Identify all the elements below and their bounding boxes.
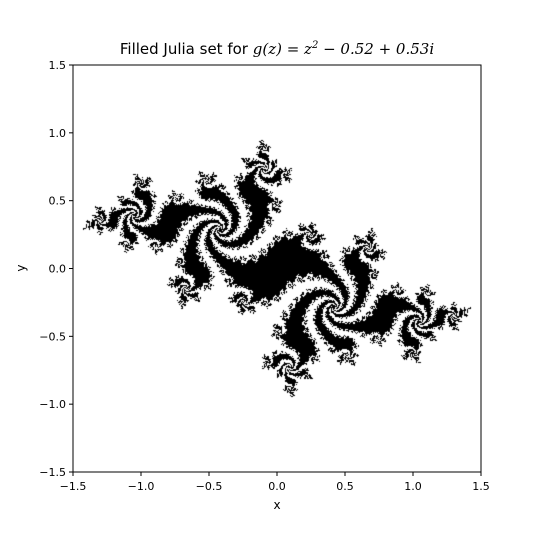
y-axis-label: y bbox=[14, 264, 28, 271]
y-tick-label: −1.5 bbox=[39, 466, 66, 479]
x-tick-label: 0.0 bbox=[268, 480, 286, 493]
y-tick-label: 1.5 bbox=[49, 59, 67, 72]
x-tick-label: 0.5 bbox=[336, 480, 354, 493]
y-tick-label: 0.5 bbox=[49, 195, 67, 208]
y-tick-label: −1.0 bbox=[39, 398, 66, 411]
x-axis-ticks: −1.5 −1.0 −0.5 0.0 0.5 1.0 1.5 bbox=[60, 472, 490, 493]
formula-exponent: 2 bbox=[311, 40, 319, 51]
formula-rhs: − 0.52 + 0.53i bbox=[318, 40, 435, 58]
chart-title: Filled Julia set for g(z) = z2 − 0.52 + … bbox=[73, 40, 481, 58]
julia-set-canvas bbox=[73, 65, 481, 472]
formula-lhs: g(z) = z bbox=[252, 40, 312, 58]
y-tick-label: 1.0 bbox=[49, 127, 67, 140]
y-tick-label: 0.0 bbox=[49, 263, 67, 276]
chart-title-prefix: Filled Julia set for bbox=[119, 40, 253, 58]
y-axis-ticks: −1.5 −1.0 −0.5 0.0 0.5 1.0 1.5 bbox=[39, 59, 73, 479]
x-axis-label: x bbox=[273, 498, 280, 512]
x-tick-label: 1.0 bbox=[404, 480, 422, 493]
y-tick-label: −0.5 bbox=[39, 330, 66, 343]
julia-set-image bbox=[73, 65, 481, 472]
chart-title-formula: g(z) = z2 − 0.52 + 0.53i bbox=[253, 40, 434, 58]
x-tick-label: −1.5 bbox=[60, 480, 87, 493]
x-tick-label: 1.5 bbox=[472, 480, 490, 493]
x-tick-label: −0.5 bbox=[196, 480, 223, 493]
x-tick-label: −1.0 bbox=[128, 480, 155, 493]
